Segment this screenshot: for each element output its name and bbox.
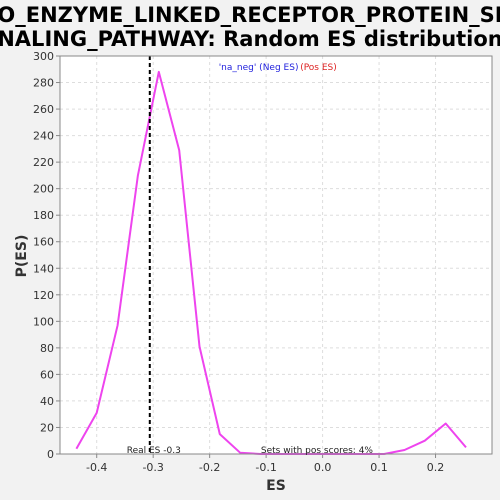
chart-title-line-2: NALING_PATHWAY: Random ES distribution [0, 27, 500, 51]
y-tick-label: 40 [40, 395, 54, 408]
y-tick-label: 180 [33, 209, 54, 222]
y-tick-label: 60 [40, 368, 54, 381]
x-axis-label: ES [266, 478, 286, 494]
y-tick-label: 260 [33, 103, 54, 116]
pos-scores-label: Sets with pos scores: 4% [261, 446, 374, 456]
y-tick-label: 100 [33, 315, 54, 328]
y-axis-label: P(ES) [14, 235, 30, 278]
grid [60, 55, 492, 455]
axis-ticks: 0 20 40 60 80 100 120 140 160 180 200 220 240 260 280 3… [33, 50, 444, 474]
y-tick-label: 200 [33, 183, 54, 196]
plot-border [59, 55, 493, 455]
y-tick-label: 80 [40, 342, 54, 355]
x-tick-label: 0.2 [427, 461, 445, 474]
y-tick-label: 220 [33, 156, 54, 169]
x-tick-label: -0.2 [199, 461, 220, 474]
real-es-label: Real ES -0.3 [127, 446, 181, 456]
x-tick-label: -0.1 [255, 461, 276, 474]
y-tick-label: 120 [33, 289, 54, 302]
chart-title-line-1: GO_ENZYME_LINKED_RECEPTOR_PROTEIN_SIG [0, 3, 500, 27]
y-tick-label: 140 [33, 262, 54, 275]
legend-pos-es: (Pos ES) [300, 63, 337, 73]
legend-neg-es: 'na_neg' (Neg ES) [219, 63, 299, 73]
y-tick-label: 20 [40, 421, 54, 434]
y-tick-label: 240 [33, 130, 54, 143]
y-tick-label: 160 [33, 236, 54, 249]
y-tick-label: 280 [33, 77, 54, 90]
x-tick-label: 0.0 [314, 461, 332, 474]
x-tick-label: -0.3 [142, 461, 163, 474]
plot-area [60, 56, 492, 454]
x-tick-label: -0.4 [86, 461, 107, 474]
y-tick-label: 300 [33, 50, 54, 63]
y-tick-label: 0 [47, 448, 54, 461]
x-tick-label: 0.1 [370, 461, 388, 474]
